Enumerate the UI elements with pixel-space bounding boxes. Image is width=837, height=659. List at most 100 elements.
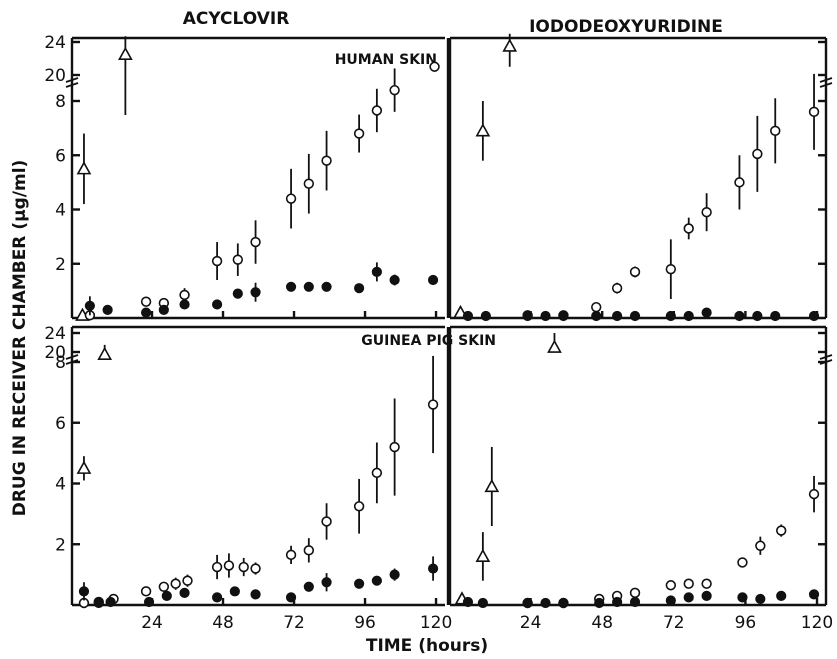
open-circle-point (140, 296, 152, 307)
open-circle-point (755, 540, 766, 551)
triangle-point (118, 46, 133, 60)
axis-break-mark (819, 82, 833, 88)
axis-break-mark (819, 77, 833, 83)
filled-circle-point (389, 569, 400, 580)
triangle-point (502, 38, 518, 52)
open-circle-point (734, 177, 745, 188)
y-tick-label: 2 (55, 255, 66, 275)
filled-circle-point (591, 310, 602, 322)
filled-circle-point (158, 304, 169, 315)
axis-break-mark (65, 354, 79, 360)
triangle-point (76, 161, 92, 175)
x-tick-label: 120 (801, 613, 833, 633)
row-label-guinea-pig-skin: GUINEA PIG SKIN (361, 333, 496, 349)
axis-break-mark (65, 82, 79, 88)
open-circle-point (776, 525, 787, 536)
filled-circle-point (612, 310, 623, 322)
open-circle-point (737, 557, 748, 568)
filled-circle-point (462, 596, 474, 608)
filled-circle-point (683, 592, 694, 603)
x-axis-label: TIME (hours) (366, 636, 488, 656)
open-circle-point (389, 84, 400, 96)
filled-circle-point (734, 310, 745, 322)
filled-circle-point (140, 307, 152, 318)
filled-circle-point (462, 310, 474, 322)
y-break-tick-label: 24 (44, 324, 66, 344)
open-circle-point (665, 580, 677, 591)
open-circle-point (629, 587, 641, 599)
x-tick-label: 72 (663, 613, 685, 633)
filled-circle-point (612, 596, 623, 608)
open-circle-point (683, 578, 694, 589)
filled-circle-point (558, 597, 569, 609)
filled-circle-point (84, 300, 95, 311)
y-tick-label: 2 (55, 535, 66, 555)
filled-circle-point (737, 592, 748, 603)
filled-circle-point (540, 310, 551, 322)
open-circle-point (303, 178, 315, 189)
open-circle-point (389, 441, 400, 453)
x-tick-label: 24 (520, 613, 542, 633)
filled-circle-point (776, 590, 787, 601)
axis-break-mark (65, 359, 79, 365)
filled-circle-point (102, 304, 113, 315)
y-break-tick-label: 20 (44, 343, 66, 363)
filled-circle-point (250, 287, 261, 298)
open-circle-point (353, 501, 365, 512)
axis-break-mark (819, 354, 833, 360)
x-tick-label: 96 (354, 613, 376, 633)
filled-circle-point (285, 592, 297, 603)
filled-circle-point (143, 596, 155, 608)
filled-circle-point (558, 310, 569, 322)
open-circle-point (701, 578, 712, 589)
filled-circle-point (303, 581, 314, 592)
filled-circle-point (211, 299, 223, 310)
y-break-tick-label: 24 (44, 33, 66, 53)
y-tick-label: 8 (55, 353, 66, 373)
filled-circle-point (93, 597, 104, 609)
filled-circle-point (540, 597, 551, 609)
open-circle-point (770, 125, 781, 137)
filled-circle-point (179, 587, 190, 598)
open-circle-point (752, 148, 763, 160)
filled-circle-point (232, 288, 243, 299)
open-circle-point (140, 586, 152, 597)
y-tick-label: 8 (55, 92, 66, 112)
axis-break-mark (819, 359, 833, 365)
filled-circle-point (522, 597, 533, 609)
filled-circle-point (321, 577, 332, 588)
filled-circle-point (427, 563, 439, 574)
open-circle-point (665, 263, 677, 275)
y-tick-label: 6 (55, 146, 66, 166)
open-circle-point (427, 399, 439, 410)
filled-circle-point (285, 281, 297, 292)
x-tick-label: 24 (141, 613, 163, 633)
filled-circle-point (701, 307, 712, 318)
open-circle-point (808, 488, 820, 500)
x-tick-label: 48 (212, 613, 234, 633)
filled-circle-point (78, 586, 90, 597)
filled-circle-point (303, 281, 314, 292)
filled-circle-point (808, 310, 820, 322)
filled-circle-point (594, 597, 605, 609)
filled-circle-point (755, 593, 766, 605)
filled-circle-point (371, 266, 382, 277)
filled-circle-point (354, 283, 365, 294)
triangle-point (475, 548, 491, 563)
filled-circle-point (770, 310, 781, 322)
x-tick-label: 96 (735, 613, 757, 633)
filled-circle-point (161, 590, 172, 601)
filled-circle-point (629, 596, 641, 608)
triangle-point (76, 460, 92, 474)
filled-circle-point (389, 274, 400, 286)
y-break-tick-label: 20 (44, 66, 66, 86)
triangle-point (484, 478, 500, 493)
x-tick-label: 120 (420, 613, 452, 633)
filled-circle-point (321, 281, 332, 292)
filled-circle-point (701, 590, 712, 601)
open-circle-point (353, 128, 365, 139)
triangle-point (547, 339, 562, 353)
open-circle-point (303, 545, 315, 556)
open-circle-point (182, 575, 193, 586)
open-circle-point (701, 207, 712, 218)
